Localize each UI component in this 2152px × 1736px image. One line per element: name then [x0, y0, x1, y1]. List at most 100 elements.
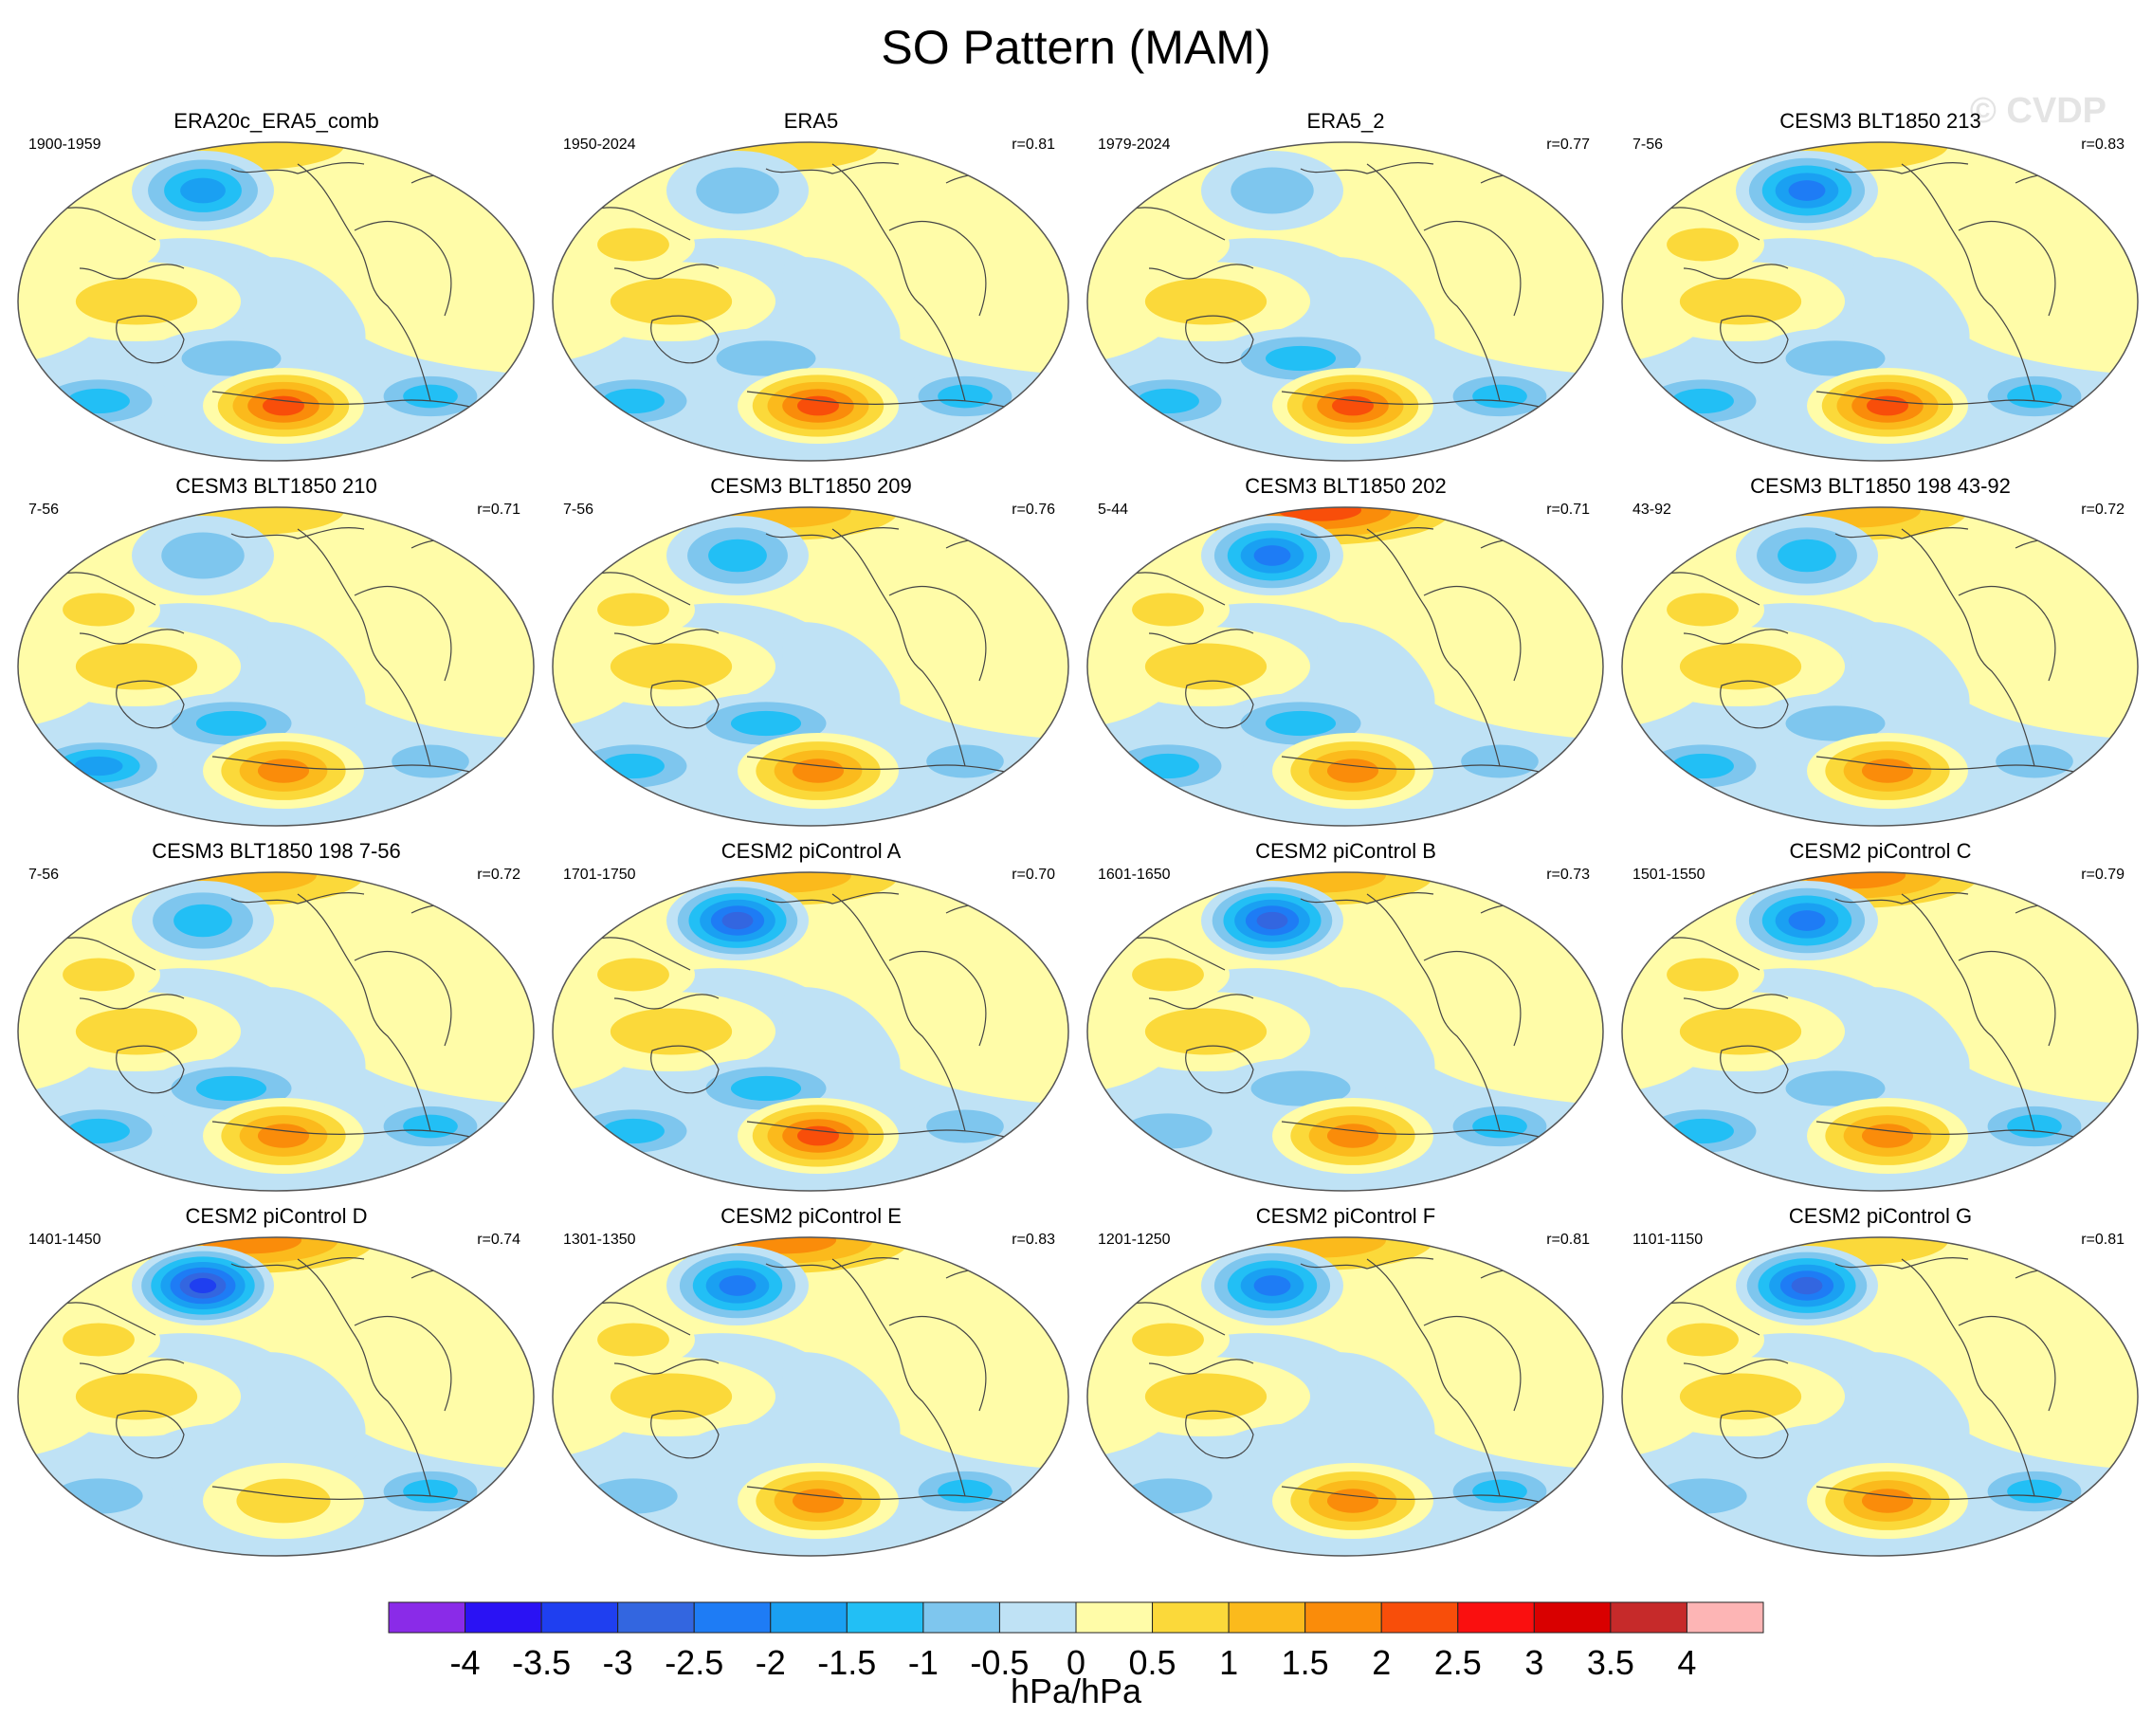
panel-period: 7-56 [28, 502, 60, 518]
asia-anomaly [572, 581, 695, 638]
map-border [552, 506, 1069, 827]
panel-title: CESM3 BLT1850 198 43-92 [1750, 474, 2011, 498]
west-pacific-anomaly [1102, 262, 1310, 341]
atlantic-anomaly [1443, 174, 1603, 363]
map-border [1621, 506, 2139, 827]
amundsen-sea-anomaly [1272, 1463, 1433, 1539]
colorbar-swatch [770, 1601, 848, 1634]
atlantic-anomaly [1978, 539, 2138, 728]
southern-indian-anomaly [23, 1101, 174, 1161]
colorbar-swatch [998, 1601, 1077, 1634]
colorbar-swatch [617, 1601, 695, 1634]
panel-correlation: r=0.83 [2081, 137, 2125, 153]
atlantic-anomaly [1443, 904, 1603, 1093]
panel-title: CESM3 BLT1850 209 [710, 474, 912, 498]
north-pacific-anomaly [1201, 516, 1343, 595]
asia-anomaly [1106, 216, 1230, 273]
panel-title: ERA5_2 [1306, 109, 1385, 133]
asia-anomaly [37, 1311, 160, 1368]
south-pacific-anomaly [681, 693, 851, 754]
amundsen-sea-anomaly [1807, 1463, 1968, 1539]
asia-anomaly [572, 946, 695, 1003]
panel-period: 5-44 [1098, 502, 1129, 518]
atlantic-anomaly [1978, 174, 2138, 363]
north-pacific-anomaly [1736, 151, 1878, 230]
asia-anomaly [572, 216, 695, 273]
projection-map [552, 871, 1069, 1192]
colorbar-swatch [1304, 1601, 1382, 1634]
panel-title: CESM2 piControl A [720, 839, 902, 863]
south-atlantic-anomaly [1968, 733, 2101, 790]
south-atlantic-anomaly [364, 1098, 497, 1155]
map-panel: CESM3 BLT1850 209 7-56 r=0.76 [548, 474, 1074, 834]
atlantic-anomaly [374, 904, 534, 1093]
panel-period: 7-56 [28, 867, 60, 883]
colorbar-swatch [388, 1601, 466, 1634]
projection-map [17, 506, 535, 827]
amundsen-sea-anomaly [203, 1098, 364, 1174]
projection-map [1621, 871, 2139, 1192]
panel-period: 1601-1650 [1098, 867, 1171, 883]
panel-correlation: r=0.81 [1012, 137, 1055, 153]
southern-indian-anomaly [1627, 371, 1778, 431]
colorbar-swatch [1152, 1601, 1230, 1634]
atlantic-anomaly [908, 1269, 1068, 1458]
atlantic-anomaly [374, 539, 534, 728]
panel-correlation: r=0.79 [2081, 867, 2125, 883]
asia-anomaly [1106, 1311, 1230, 1368]
map-panel: CESM2 piControl C 1501-1550 r=0.79 [1617, 839, 2143, 1199]
panel-correlation: r=0.76 [1012, 502, 1055, 518]
south-atlantic-anomaly [1968, 1463, 2101, 1520]
southern-indian-anomaly [557, 371, 709, 431]
panel-period: 1900-1959 [28, 137, 101, 153]
panel-correlation: r=0.71 [477, 502, 520, 518]
southern-indian-anomaly [23, 1466, 174, 1526]
panel-period: 1950-2024 [563, 137, 636, 153]
projection-map [17, 1236, 535, 1557]
southern-indian-anomaly [23, 371, 174, 431]
atlantic-anomaly [374, 174, 534, 363]
amundsen-sea-anomaly [738, 1098, 899, 1174]
north-pacific-anomaly [666, 151, 809, 230]
panel-title: CESM3 BLT1850 210 [175, 474, 377, 498]
north-pacific-anomaly [1736, 1246, 1878, 1325]
southern-indian-anomaly [1092, 736, 1244, 796]
west-pacific-anomaly [567, 992, 775, 1071]
map-panel: CESM2 piControl A 1701-1750 r=0.70 [548, 839, 1074, 1199]
colorbar-swatch [540, 1601, 619, 1634]
figure-title: SO Pattern (MAM) [881, 21, 1271, 74]
asia-anomaly [1106, 581, 1230, 638]
west-pacific-anomaly [32, 1357, 241, 1436]
west-pacific-anomaly [567, 627, 775, 706]
asia-anomaly [572, 1311, 695, 1368]
west-pacific-anomaly [32, 262, 241, 341]
panel-period: 1201-1250 [1098, 1232, 1171, 1248]
amundsen-sea-anomaly [738, 1463, 899, 1539]
map-border [17, 506, 535, 827]
colorbar-swatch [846, 1601, 924, 1634]
panel-period: 1301-1350 [563, 1232, 636, 1248]
southern-indian-anomaly [557, 1101, 709, 1161]
colorbar-swatch [1533, 1601, 1612, 1634]
panel-correlation: r=0.72 [477, 867, 520, 883]
southern-indian-anomaly [1627, 1101, 1778, 1161]
asia-anomaly [37, 581, 160, 638]
projection-map [17, 871, 535, 1192]
map-border [1086, 506, 1604, 827]
map-border [1621, 871, 2139, 1192]
panel-correlation: r=0.77 [1546, 137, 1590, 153]
atlantic-anomaly [1443, 1269, 1603, 1458]
map-border [1621, 1236, 2139, 1557]
west-pacific-anomaly [1636, 627, 1845, 706]
north-pacific-anomaly [666, 516, 809, 595]
south-atlantic-anomaly [899, 733, 1031, 790]
west-pacific-anomaly [32, 992, 241, 1071]
projection-map [1621, 506, 2139, 827]
atlantic-anomaly [908, 174, 1068, 363]
south-atlantic-anomaly [1968, 368, 2101, 425]
colorbar-swatch [1610, 1601, 1687, 1634]
panel-correlation: r=0.83 [1012, 1232, 1055, 1248]
amundsen-sea-anomaly [1807, 1098, 1968, 1174]
south-atlantic-anomaly [899, 368, 1031, 425]
panel-period: 1701-1750 [563, 867, 636, 883]
